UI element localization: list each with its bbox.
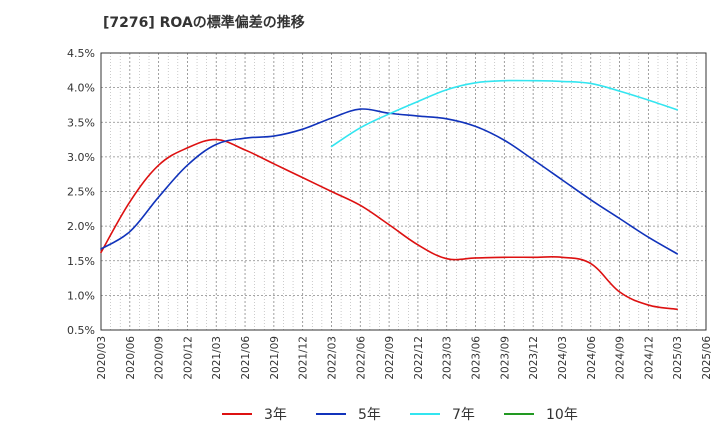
y-tick-label: 3.5%	[67, 116, 95, 129]
x-tick-label: 2021/12	[298, 336, 310, 380]
x-axis: 2020/03 2020/06 2020/09 2020/12 2021/03 2021/…	[96, 336, 713, 380]
x-tick-label: 2020/09	[154, 336, 166, 380]
x-tick-label: 2020/06	[125, 336, 137, 380]
x-tick-label: 2022/12	[413, 336, 425, 380]
legend-label-3: 10年	[546, 407, 578, 423]
y-tick-label: 2.0%	[67, 220, 95, 233]
y-axis: 0.5% 1.0% 1.5% 2.0% 2.5% 3.0% 3.5% 4.0% 4.5%	[67, 47, 95, 337]
x-tick-label: 2020/03	[96, 336, 108, 380]
legend-label-1: 5年	[358, 407, 381, 423]
series-lines	[100, 79, 678, 311]
y-tick-label: 3.0%	[67, 151, 95, 164]
x-tick-label: 2021/06	[240, 336, 252, 380]
x-tick-label: 2024/03	[557, 336, 569, 380]
y-tick-label: 2.5%	[67, 186, 95, 199]
y-tick-label: 1.0%	[67, 289, 95, 302]
x-tick-label: 2022/09	[384, 336, 396, 380]
series-line-2	[330, 79, 678, 148]
y-tick-label: 4.5%	[67, 47, 95, 60]
x-tick-label: 2025/03	[672, 336, 684, 380]
x-tick-label: 2020/12	[182, 336, 194, 380]
x-tick-label: 2025/06	[701, 336, 713, 380]
x-tick-label: 2021/09	[269, 336, 281, 380]
x-tick-label: 2023/09	[499, 336, 511, 380]
plot-border	[100, 52, 707, 331]
series-line-0	[100, 138, 678, 311]
y-tick-label: 1.5%	[67, 255, 95, 268]
x-tick-label: 2023/06	[471, 336, 483, 380]
grid	[101, 53, 706, 330]
x-tick-label: 2024/06	[586, 336, 598, 380]
legend: 3年 5年 7年 10年	[222, 407, 578, 423]
x-tick-label: 2024/12	[643, 336, 655, 380]
x-tick-label: 2022/06	[355, 336, 367, 380]
y-tick-label: 4.0%	[67, 82, 95, 95]
y-tick-label: 0.5%	[67, 324, 95, 337]
legend-label-0: 3年	[264, 407, 287, 423]
x-tick-label: 2022/03	[326, 336, 338, 380]
x-tick-label: 2024/09	[615, 336, 627, 380]
x-tick-label: 2023/12	[528, 336, 540, 380]
x-tick-label: 2023/03	[442, 336, 454, 380]
x-tick-label: 2021/03	[211, 336, 223, 380]
legend-label-2: 7年	[452, 407, 475, 423]
chart-title: [7276] ROAの標準偏差の推移	[103, 15, 305, 31]
